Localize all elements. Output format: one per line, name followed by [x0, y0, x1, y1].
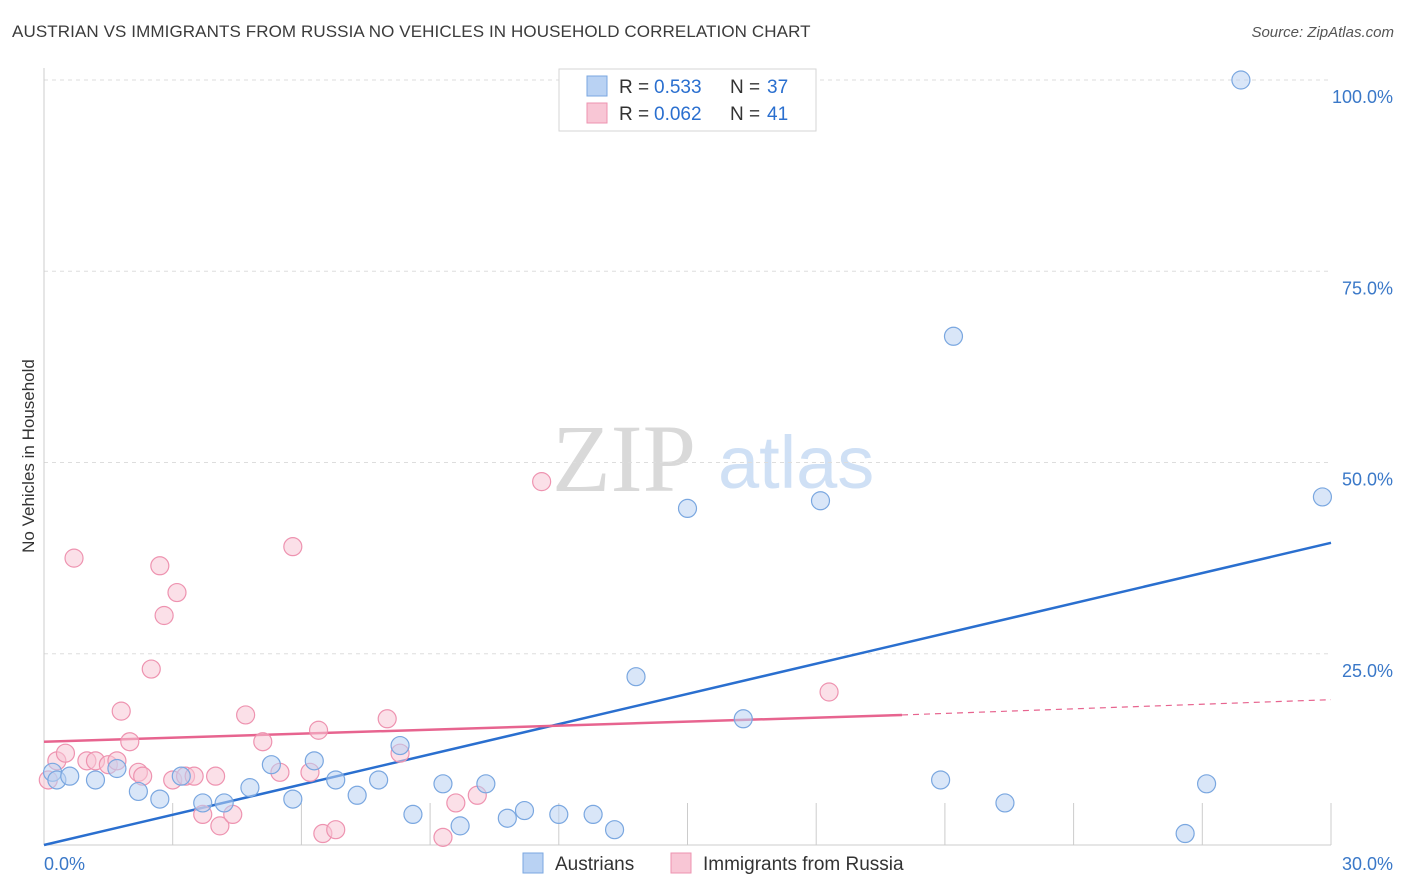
point-russia-8: [111, 701, 131, 721]
legend-swatch-austrians: [586, 75, 608, 97]
point-austrians-31: [931, 770, 951, 790]
point-russia-21: [210, 816, 230, 836]
point-austrians-34: [1175, 823, 1195, 844]
legend-n-label-austrians: N =: [730, 77, 760, 98]
point-russia-9: [120, 732, 140, 752]
point-russia-30: [326, 820, 346, 840]
legend-n-value-russia: 41: [767, 104, 788, 125]
correlation-legend: R = 0.533 N = 37 R = 0.062 N = 41: [558, 68, 817, 132]
point-austrians-5: [128, 781, 148, 802]
legend-r-label-russia: R =: [619, 104, 649, 125]
y-tick-label-75: 75.0%: [1342, 278, 1393, 298]
bottom-legend-swatch-russia: [670, 852, 692, 874]
point-austrians-20: [450, 816, 470, 836]
data-points: [38, 70, 1333, 847]
bottom-legend-swatch-austrians: [522, 852, 544, 874]
y-tick-labels: 100.0% 75.0% 50.0% 25.0%: [1332, 87, 1393, 681]
trend-line-austrians: [43, 541, 1332, 847]
point-austrians-24: [549, 804, 569, 825]
point-russia-34: [446, 793, 466, 813]
trend-lines: [43, 541, 1332, 847]
point-russia-16: [167, 582, 187, 603]
point-austrians-19: [433, 774, 453, 794]
point-austrians-23: [514, 800, 535, 821]
point-austrians-30: [810, 491, 831, 511]
trend-line-russia: [43, 713, 903, 743]
y-axis-label: No Vehicles in Household: [19, 359, 38, 553]
point-austrians-8: [193, 793, 213, 813]
point-austrians-27: [626, 667, 646, 687]
point-austrians-35: [1196, 774, 1217, 794]
point-russia-13: [150, 556, 170, 576]
x-tick-label-max: 30.0%: [1342, 854, 1393, 874]
point-austrians-4: [107, 758, 127, 779]
grid-lines: [44, 79, 1331, 655]
legend-r-label-austrians: R =: [619, 77, 649, 98]
source-label: Source: ZipAtlas.com: [1251, 24, 1394, 41]
legend-n-value-austrians: 37: [767, 77, 788, 98]
point-russia-12: [141, 659, 161, 679]
point-austrians-36: [1231, 70, 1251, 90]
point-russia-28: [308, 720, 329, 740]
point-austrians-25: [583, 804, 603, 825]
point-austrians-12: [283, 789, 303, 809]
bottom-legend-russia: Immigrants from Russia: [703, 854, 904, 875]
point-austrians-33: [995, 793, 1015, 813]
point-austrians-10: [240, 778, 260, 798]
point-austrians-11: [261, 755, 281, 775]
point-russia-20: [206, 766, 226, 786]
point-russia-14: [154, 605, 174, 626]
point-austrians-13: [304, 751, 324, 771]
legend-r-value-austrians: 0.533: [654, 77, 702, 98]
watermark-zip: ZIP: [552, 405, 696, 512]
point-austrians-17: [390, 735, 410, 756]
point-austrians-37: [1312, 487, 1333, 507]
point-russia-26: [283, 537, 303, 557]
point-russia-3: [64, 548, 84, 568]
y-tick-label-50: 50.0%: [1342, 470, 1393, 490]
point-austrians-18: [403, 804, 423, 825]
point-austrians-22: [497, 808, 517, 828]
point-austrians-32: [943, 326, 964, 346]
point-russia-36: [532, 472, 552, 492]
point-austrians-26: [604, 820, 625, 840]
point-austrians-28: [677, 498, 698, 518]
point-austrians-16: [369, 770, 389, 790]
point-austrians-21: [476, 774, 496, 794]
y-tick-label-100: 100.0%: [1332, 87, 1393, 107]
point-russia-31: [377, 709, 397, 729]
point-austrians-7: [171, 766, 191, 786]
y-tick-label-25: 25.0%: [1342, 661, 1393, 681]
point-austrians-2: [60, 766, 80, 786]
point-russia-23: [236, 705, 256, 725]
point-austrians-29: [733, 709, 753, 729]
x-tick-label-min: 0.0%: [44, 854, 85, 874]
point-russia-33: [433, 827, 453, 847]
x-ticks: [43, 803, 1332, 845]
point-austrians-15: [347, 785, 367, 805]
bottom-legend-austrians: Austrians: [555, 854, 634, 875]
point-austrians-9: [214, 793, 234, 813]
point-russia-2: [55, 743, 76, 763]
trend-line-russia-extension: [901, 699, 1332, 716]
series-legend: Austrians Immigrants from Russia: [522, 852, 904, 875]
point-austrians-3: [85, 770, 106, 790]
legend-swatch-russia: [586, 102, 608, 124]
legend-r-value-russia: 0.062: [654, 104, 702, 125]
point-russia-24: [253, 732, 273, 752]
point-austrians-6: [150, 789, 170, 809]
legend-n-label-russia: N =: [730, 104, 760, 125]
point-russia-37: [819, 682, 839, 702]
point-austrians-14: [326, 770, 346, 790]
chart-title: AUSTRIAN VS IMMIGRANTS FROM RUSSIA NO VE…: [12, 22, 811, 41]
